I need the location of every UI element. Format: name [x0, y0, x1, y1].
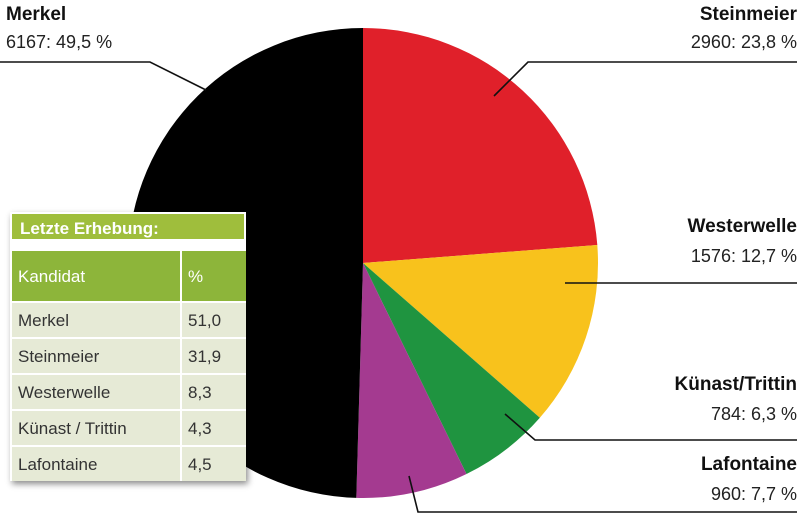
pie-slice: [363, 28, 598, 263]
table: Letzte Erhebung: Kandidat% Merkel 51,0 Stei…: [10, 212, 246, 481]
pie-slice: [356, 263, 467, 498]
table-title: Letzte Erhebung:: [10, 212, 246, 241]
table-cell: Westerwelle: [10, 375, 180, 409]
slice-value: 2960: 23,8 %: [691, 32, 797, 52]
table-row: Westerwelle 8,3: [10, 373, 246, 409]
slice-value: 784: 6,3 %: [711, 404, 797, 424]
table-cell: Lafontaine: [10, 447, 180, 481]
table-cell: 51,0: [180, 303, 246, 337]
slice-value: 960: 7,7 %: [711, 484, 797, 504]
pie-slice: [363, 263, 540, 474]
table-row: Künast / Trittin 4,3: [10, 409, 246, 445]
table-cell: 4,3: [180, 411, 246, 445]
header-cell: %: [180, 251, 246, 301]
slice-name: Westerwelle: [688, 216, 797, 237]
slice-value: 1576: 12,7 %: [691, 246, 797, 266]
slice-name: Steinmeier: [700, 4, 798, 25]
header-cell: Kandidat: [10, 251, 180, 301]
table-cell: 4,5: [180, 447, 246, 481]
leader-line: [408, 475, 797, 513]
leader-line: [504, 413, 797, 441]
table-row: Lafontaine 4,5: [10, 445, 246, 481]
table-header: Kandidat%: [10, 249, 246, 301]
table-cell: Steinmeier: [10, 339, 180, 373]
leader-line: [0, 61, 207, 91]
table-row: Merkel 51,0: [10, 301, 246, 337]
slice-name: Merkel: [6, 4, 66, 25]
pie-slice: [363, 245, 598, 418]
table-cell: Künast / Trittin: [10, 411, 180, 445]
slice-name: Lafontaine: [701, 454, 797, 475]
table-row: Steinmeier 31,9: [10, 337, 246, 373]
slice-name: Künast/Trittin: [675, 374, 797, 395]
table-cell: 31,9: [180, 339, 246, 373]
table-cell: 8,3: [180, 375, 246, 409]
leader-line: [493, 61, 797, 97]
table-cell: Merkel: [10, 303, 180, 337]
slice-value: 6167: 49,5 %: [6, 32, 112, 52]
